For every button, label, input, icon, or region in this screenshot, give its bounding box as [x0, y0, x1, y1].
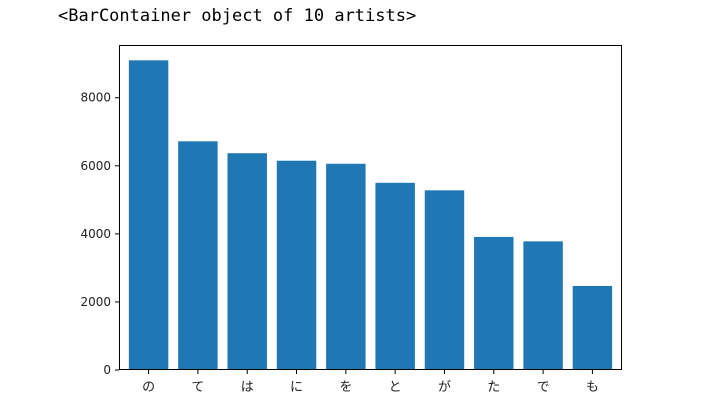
bar-7 — [474, 236, 514, 370]
x-tick-label-1: て — [191, 380, 204, 395]
y-tick-label-2: 4000 — [80, 227, 111, 241]
output-text: <BarContainer object of 10 artists> — [58, 6, 417, 26]
y-tick-label-1: 2000 — [80, 295, 111, 309]
x-tick-label-8: で — [537, 380, 550, 395]
x-tick-label-9: も — [586, 380, 599, 395]
bar-1 — [178, 141, 218, 370]
x-tick-label-5: と — [389, 380, 402, 395]
bar-5 — [375, 182, 415, 370]
y-axis: 0 2000 4000 6000 8000 — [80, 91, 119, 377]
x-axis: のてはにをとがたでも — [142, 370, 599, 395]
x-tick-label-0: の — [142, 380, 155, 395]
x-tick-label-3: に — [290, 380, 303, 395]
bar-9 — [572, 285, 613, 370]
x-tick-label-4: を — [339, 380, 352, 395]
bar-0 — [128, 60, 169, 370]
bars-group — [128, 60, 613, 370]
y-tick-label-0: 0 — [103, 363, 111, 377]
x-tick-label-6: が — [438, 380, 451, 395]
bar-3 — [276, 160, 317, 370]
x-tick-label-2: は — [241, 380, 254, 395]
bar-4 — [326, 163, 366, 370]
y-tick-label-3: 6000 — [80, 159, 111, 173]
plot-frame — [119, 45, 622, 370]
x-tick-label-7: た — [487, 380, 500, 395]
y-tick-label-4: 8000 — [80, 91, 111, 105]
bar-8 — [523, 241, 563, 370]
bar-2 — [227, 153, 267, 370]
bar-6 — [424, 190, 465, 370]
